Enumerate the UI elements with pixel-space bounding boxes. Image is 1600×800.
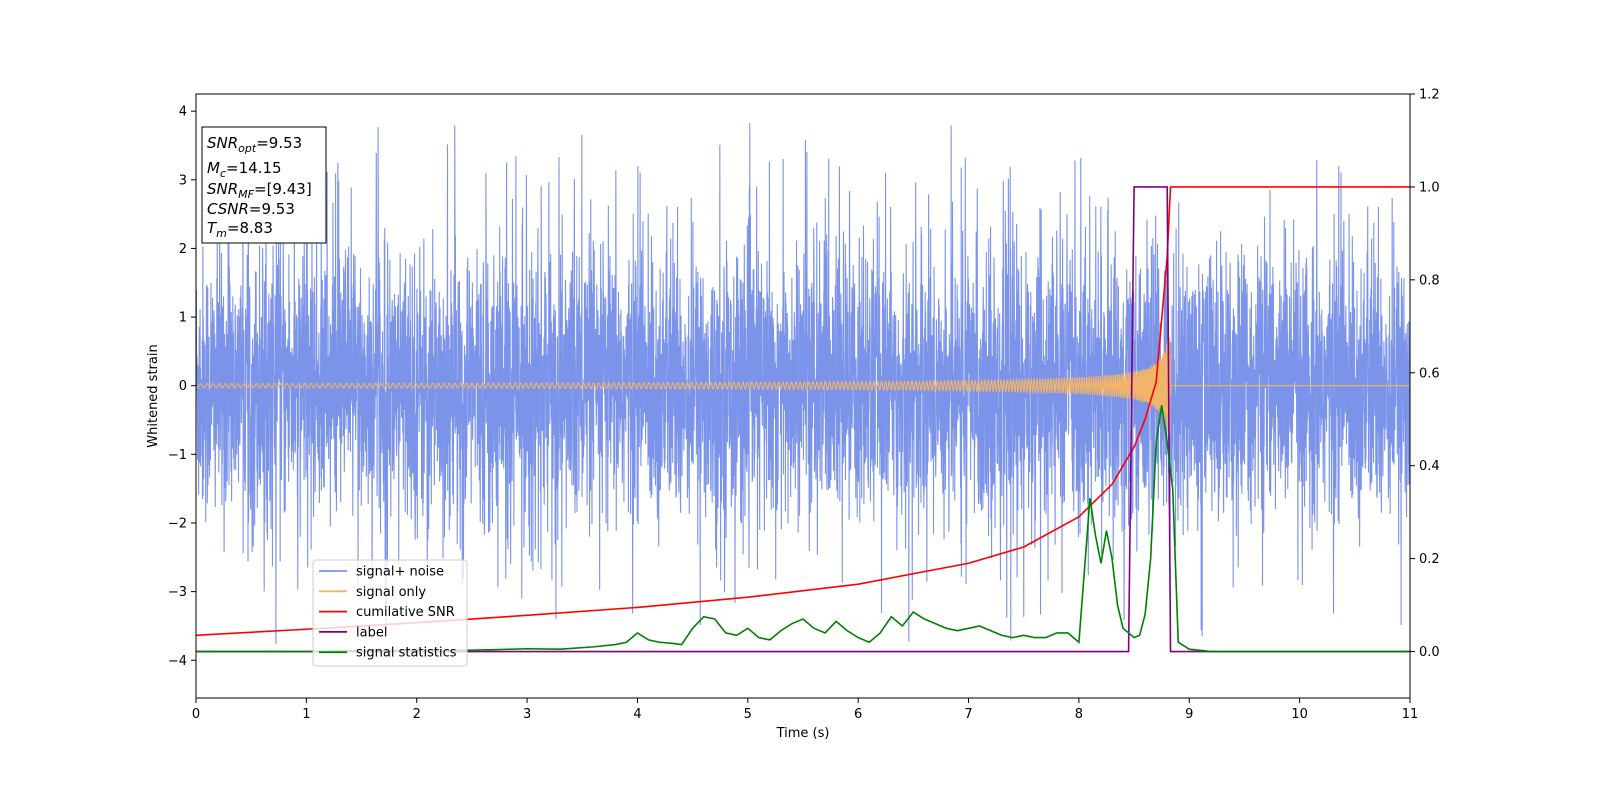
x-tick-label: 4 — [633, 707, 641, 722]
x-tick: 6 — [854, 698, 862, 722]
x-axis-label: Time (s) — [776, 726, 830, 741]
y-tick-label: 1 — [179, 311, 187, 326]
x-tick-label: 6 — [854, 707, 862, 722]
y-tick-label: 0 — [179, 379, 187, 394]
info-box-line: SNRopt=9.53 — [207, 134, 302, 155]
y2-tick-label: 0.4 — [1419, 459, 1440, 474]
y-tick: 1 — [179, 311, 196, 326]
y2-tick-label: 0.0 — [1419, 645, 1440, 660]
y2-tick: 0.8 — [1410, 273, 1440, 288]
x-tick: 7 — [964, 698, 973, 722]
y-tick: 2 — [179, 242, 196, 257]
x-tick-label: 5 — [744, 707, 752, 722]
y-tick: 0 — [179, 379, 196, 394]
x-tick-label: 3 — [523, 707, 531, 722]
plot-frame — [195, 93, 1411, 699]
series-cumulative-snr — [196, 186, 1410, 637]
legend-label: signal only — [356, 585, 426, 600]
x-tick-label: 7 — [964, 707, 972, 722]
y2-tick: 0.4 — [1410, 459, 1440, 474]
legend-label: label — [356, 625, 387, 640]
y-tick: −4 — [168, 654, 196, 669]
info-box-line: Tm=8.83 — [207, 219, 273, 240]
x-tick-label: 11 — [1402, 707, 1419, 722]
y-axis-left: 4 3 2 1 0 −1 −2 −3 −4 — [168, 105, 196, 669]
y-axis-right: 1.2 1.0 0.8 0.6 0.4 0.2 0.0 — [1410, 88, 1440, 660]
y2-tick: 1.0 — [1410, 180, 1440, 195]
y2-tick: 0.2 — [1410, 552, 1440, 567]
x-axis: 0 1 2 3 4 5 6 7 8 9 10 11 — [192, 698, 1418, 722]
y-tick-label: −4 — [168, 654, 187, 669]
x-tick-label: 1 — [302, 707, 310, 722]
y2-tick-label: 0.6 — [1419, 366, 1440, 381]
x-tick: 5 — [744, 698, 752, 722]
y2-tick: 0.0 — [1410, 645, 1440, 660]
legend-entry: label — [319, 625, 387, 640]
x-tick: 9 — [1185, 698, 1193, 722]
x-tick: 2 — [413, 698, 421, 722]
x-tick-label: 0 — [192, 707, 200, 722]
y2-tick-label: 1.2 — [1419, 88, 1440, 103]
y2-tick-label: 0.8 — [1419, 273, 1440, 288]
legend-entry: signal statistics — [319, 646, 457, 661]
y-tick-label: −1 — [168, 448, 187, 463]
info-box-line: CSNR=9.53 — [207, 200, 295, 218]
legend-label: signal statistics — [356, 646, 457, 661]
y-tick: −1 — [168, 448, 196, 463]
y-tick-label: 3 — [179, 173, 187, 188]
y-tick: −3 — [168, 585, 196, 600]
y2-tick-label: 1.0 — [1419, 180, 1440, 195]
info-box-line: Mc=14.15 — [207, 159, 282, 180]
x-tick: 10 — [1291, 698, 1308, 722]
info-box: SNRopt=9.53 Mc=14.15SNRMF=[9.43]CSNR=9.53… — [201, 126, 327, 244]
x-tick: 0 — [192, 698, 200, 722]
y2-tick: 1.2 — [1410, 88, 1440, 103]
y-tick: 3 — [179, 173, 196, 188]
y-tick-label: 2 — [179, 242, 187, 257]
x-tick: 4 — [633, 698, 642, 722]
y-tick-label: −3 — [168, 585, 187, 600]
legend-label: cumilative SNR — [356, 605, 455, 620]
y2-tick-label: 0.2 — [1419, 552, 1440, 567]
legend-entry: signal+ noise — [319, 565, 444, 580]
info-box-line: SNRMF=[9.43] — [207, 180, 312, 201]
x-tick: 11 — [1402, 698, 1419, 722]
x-tick-label: 2 — [413, 707, 421, 722]
legend: signal+ noise signal only cumilative SNR la… — [312, 559, 468, 667]
info-box-frame — [201, 126, 327, 244]
y-tick: 4 — [179, 105, 196, 120]
y-tick: −2 — [168, 516, 196, 531]
legend-label: signal+ noise — [356, 565, 444, 580]
series-layer — [196, 123, 1410, 653]
y-tick-label: −2 — [168, 516, 187, 531]
series-signal-only — [196, 336, 1410, 435]
series-signal-statistics — [196, 405, 1410, 653]
y-tick-label: 4 — [179, 105, 187, 120]
legend-frame — [312, 559, 468, 667]
x-tick: 3 — [523, 698, 531, 722]
x-tick-label: 9 — [1185, 707, 1193, 722]
y2-tick: 0.6 — [1410, 366, 1440, 381]
x-tick: 1 — [302, 698, 311, 722]
x-tick-label: 10 — [1291, 707, 1308, 722]
series-signal-noise — [196, 123, 1410, 645]
y-axis-label: Whitened strain — [146, 344, 161, 447]
x-tick-label: 8 — [1075, 707, 1083, 722]
legend-entry: signal only — [319, 585, 426, 600]
x-tick: 8 — [1075, 698, 1083, 722]
legend-entry: cumilative SNR — [319, 605, 455, 620]
